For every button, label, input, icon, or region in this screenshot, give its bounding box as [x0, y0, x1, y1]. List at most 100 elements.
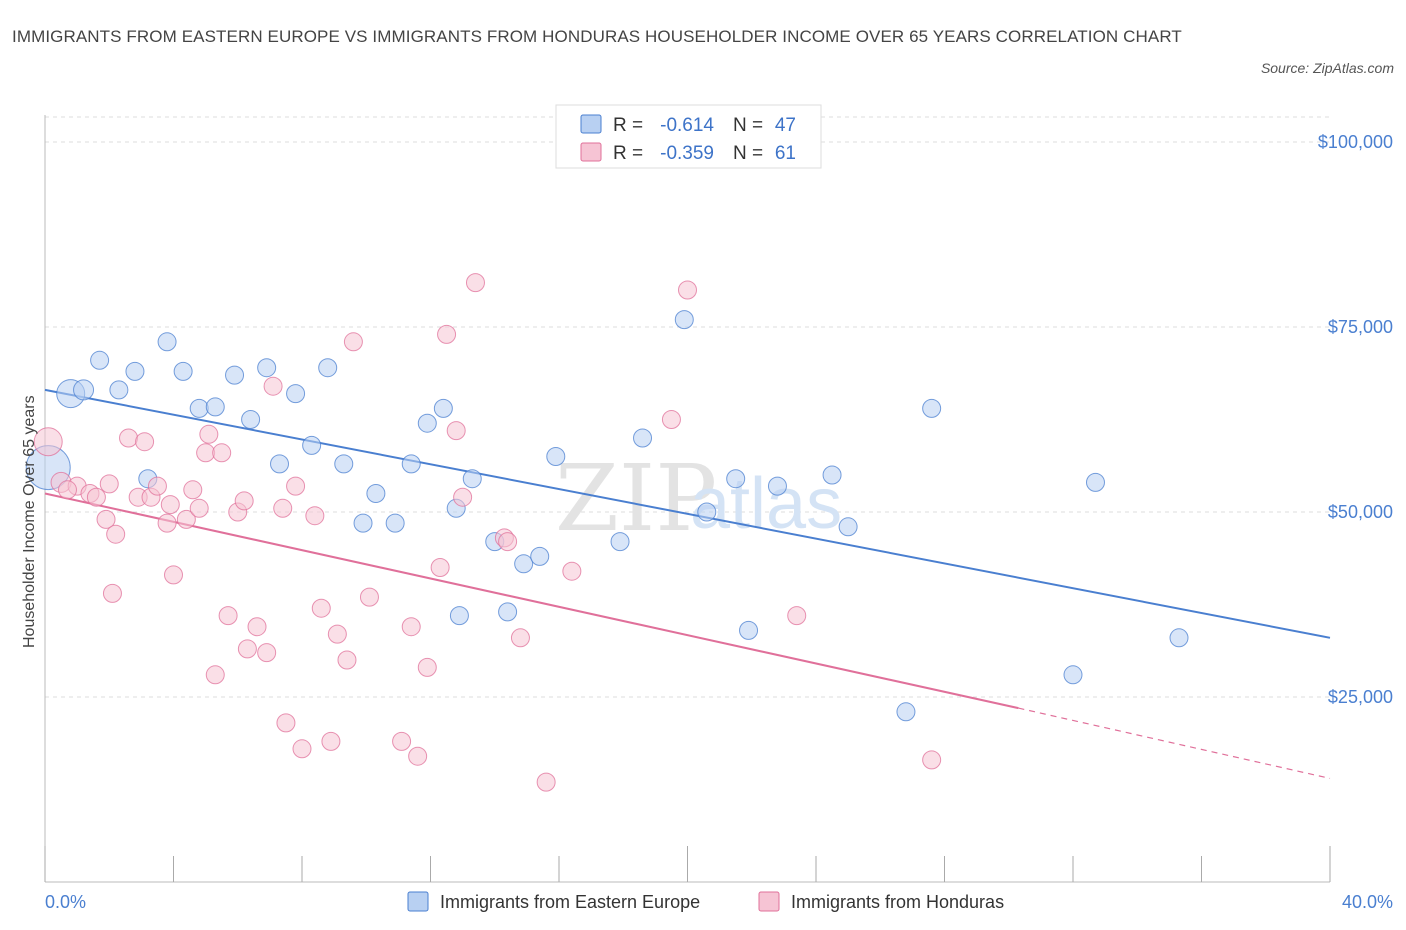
- stats-legend-swatch-0: [580, 114, 602, 134]
- data-point-1-19: [196, 443, 216, 463]
- data-point-0-23: [417, 413, 437, 433]
- series-legend-swatch-0: [407, 891, 429, 912]
- data-point-1-31: [276, 713, 296, 733]
- trend-lines: [44, 388, 1331, 779]
- data-point-1-52: [510, 628, 530, 648]
- data-point-0-43: [922, 398, 942, 418]
- data-point-0-26: [449, 606, 469, 626]
- data-point-1-12: [147, 476, 167, 496]
- y-tick-label-1: $50,000: [1328, 502, 1393, 522]
- data-point-1-6: [99, 474, 119, 494]
- data-point-0-34: [633, 428, 653, 448]
- data-point-1-32: [286, 476, 306, 496]
- y-tick-labels: $25,000 $50,000 $75,000 $100,000: [1318, 132, 1393, 707]
- data-point-1-40: [359, 587, 379, 607]
- data-point-1-27: [247, 617, 267, 637]
- data-point-1-30: [273, 498, 293, 518]
- data-point-1-8: [119, 428, 139, 448]
- data-point-1-55: [661, 410, 681, 429]
- data-point-1-58: [922, 750, 942, 770]
- y-tick-label-3: $100,000: [1318, 132, 1393, 152]
- data-point-1-37: [327, 624, 347, 644]
- data-point-0-12: [241, 410, 261, 429]
- trend-line-0: [44, 388, 1331, 639]
- data-point-0-19: [353, 513, 373, 533]
- data-point-1-59: [102, 583, 122, 603]
- data-point-1-29: [263, 376, 283, 396]
- data-point-0-32: [546, 447, 566, 466]
- watermark-zip: ZIP: [555, 445, 717, 552]
- data-point-1-33: [292, 739, 312, 759]
- data-point-0-29: [498, 602, 518, 622]
- data-point-1-5: [96, 509, 116, 529]
- series-legend-label-1: Immigrants from Honduras: [791, 892, 1004, 912]
- series-legend: Immigrants from Eastern Europe Immigrants…: [407, 891, 1004, 912]
- stats-legend-n-value-0: 47: [775, 115, 796, 136]
- data-point-0-7: [157, 332, 177, 352]
- data-point-0-37: [726, 469, 746, 489]
- data-point-0-33: [610, 532, 630, 552]
- data-point-0-10: [205, 397, 225, 417]
- data-point-1-54: [562, 561, 582, 581]
- data-point-0-42: [896, 702, 916, 722]
- axes: [44, 115, 1331, 883]
- stats-legend-r-label-0: R =: [613, 115, 643, 136]
- data-point-1-60: [57, 480, 77, 500]
- data-point-1-53: [536, 772, 556, 792]
- y-tick-label-0: $25,000: [1328, 687, 1393, 707]
- data-point-1-13: [157, 513, 177, 533]
- data-point-1-15: [164, 565, 183, 585]
- chart-title: IMMIGRANTS FROM EASTERN EUROPE VS IMMIGR…: [12, 27, 1182, 46]
- data-point-0-2: [73, 379, 95, 401]
- data-point-1-20: [199, 424, 219, 444]
- stats-legend: R = -0.614 N = 47 R = -0.359 N = 61: [555, 104, 822, 169]
- data-point-1-21: [205, 665, 225, 685]
- stats-legend-swatch-1: [580, 142, 602, 162]
- data-point-1-34: [305, 506, 325, 526]
- data-point-1-26: [237, 639, 257, 659]
- data-point-0-44: [1063, 665, 1083, 685]
- series-legend-swatch-1: [758, 891, 780, 912]
- data-point-1-47: [446, 421, 466, 441]
- data-point-1-44: [417, 657, 437, 677]
- data-point-0-14: [270, 454, 290, 474]
- data-point-1-25: [234, 491, 254, 511]
- data-points: [25, 273, 1189, 792]
- data-point-1-48: [453, 487, 473, 507]
- data-point-1-46: [437, 324, 457, 344]
- y-axis-label: Householder Income Over 65 years: [21, 395, 38, 648]
- data-point-1-18: [189, 498, 209, 518]
- gridlines: [45, 116, 1330, 698]
- data-point-0-41: [838, 517, 858, 537]
- source-label: Source: ZipAtlas.com: [1260, 60, 1394, 76]
- data-point-0-46: [1169, 628, 1189, 648]
- data-point-1-23: [218, 606, 238, 626]
- series-legend-label-0: Immigrants from Eastern Europe: [440, 892, 700, 912]
- data-point-0-5: [125, 361, 145, 381]
- data-point-0-8: [173, 361, 193, 381]
- data-point-1-22: [212, 443, 232, 463]
- data-point-0-38: [739, 620, 759, 640]
- stats-legend-r-value-1: -0.359: [660, 143, 714, 164]
- data-point-0-39: [767, 476, 787, 496]
- data-point-1-57: [787, 606, 807, 626]
- data-point-1-0: [33, 427, 63, 457]
- data-point-0-13: [257, 358, 277, 378]
- data-point-0-45: [1085, 472, 1105, 492]
- stats-legend-n-value-1: 61: [775, 143, 796, 164]
- data-point-0-11: [225, 365, 245, 385]
- data-point-1-14: [160, 495, 180, 515]
- data-point-1-39: [343, 332, 363, 352]
- data-point-1-16: [176, 509, 196, 529]
- data-point-0-40: [822, 465, 842, 485]
- data-point-1-35: [311, 598, 331, 618]
- x-tick-labels: 0.0% 40.0%: [45, 892, 1393, 912]
- data-point-0-4: [109, 380, 129, 400]
- data-point-0-35: [674, 310, 694, 330]
- stats-legend-r-value-0: -0.614: [660, 115, 714, 136]
- x-tick-label-0: 0.0%: [45, 892, 86, 912]
- data-point-0-9: [189, 398, 209, 418]
- data-point-0-21: [385, 513, 405, 533]
- data-point-1-4: [86, 487, 106, 507]
